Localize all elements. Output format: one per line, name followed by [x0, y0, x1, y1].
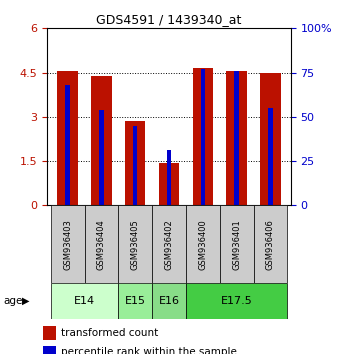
Text: age: age — [3, 296, 23, 306]
Text: GSM936403: GSM936403 — [63, 219, 72, 270]
Bar — [254, 205, 287, 283]
Bar — [118, 283, 152, 319]
Bar — [43, 326, 56, 340]
Bar — [268, 108, 273, 205]
Bar — [51, 205, 84, 283]
Text: GSM936405: GSM936405 — [131, 219, 140, 270]
Bar — [193, 68, 213, 205]
Bar — [152, 205, 186, 283]
Text: GSM936404: GSM936404 — [97, 219, 106, 270]
Bar — [200, 69, 205, 205]
Text: E16: E16 — [159, 296, 179, 306]
Bar — [84, 205, 118, 283]
Bar — [152, 283, 186, 319]
Text: E14: E14 — [74, 296, 95, 306]
Bar — [186, 283, 287, 319]
Bar — [43, 346, 56, 354]
Text: GSM936401: GSM936401 — [232, 219, 241, 270]
Bar — [234, 71, 239, 205]
Bar — [91, 75, 112, 205]
Bar — [220, 205, 254, 283]
Text: GSM936400: GSM936400 — [198, 219, 207, 270]
Bar — [186, 205, 220, 283]
Bar — [226, 71, 247, 205]
Bar — [57, 71, 78, 205]
Bar — [133, 126, 138, 205]
Bar — [118, 205, 152, 283]
Text: E17.5: E17.5 — [221, 296, 252, 306]
Bar — [260, 73, 281, 205]
Text: GSM936406: GSM936406 — [266, 219, 275, 270]
Text: percentile rank within the sample: percentile rank within the sample — [61, 347, 237, 354]
Bar — [167, 150, 171, 205]
Text: E15: E15 — [125, 296, 146, 306]
Bar — [159, 162, 179, 205]
Title: GDS4591 / 1439340_at: GDS4591 / 1439340_at — [96, 13, 242, 26]
Bar — [99, 110, 104, 205]
Text: transformed count: transformed count — [61, 328, 159, 338]
Text: ▶: ▶ — [22, 296, 29, 306]
Text: GSM936402: GSM936402 — [165, 219, 173, 270]
Bar — [65, 85, 70, 205]
Bar — [51, 283, 118, 319]
Bar — [125, 121, 145, 205]
